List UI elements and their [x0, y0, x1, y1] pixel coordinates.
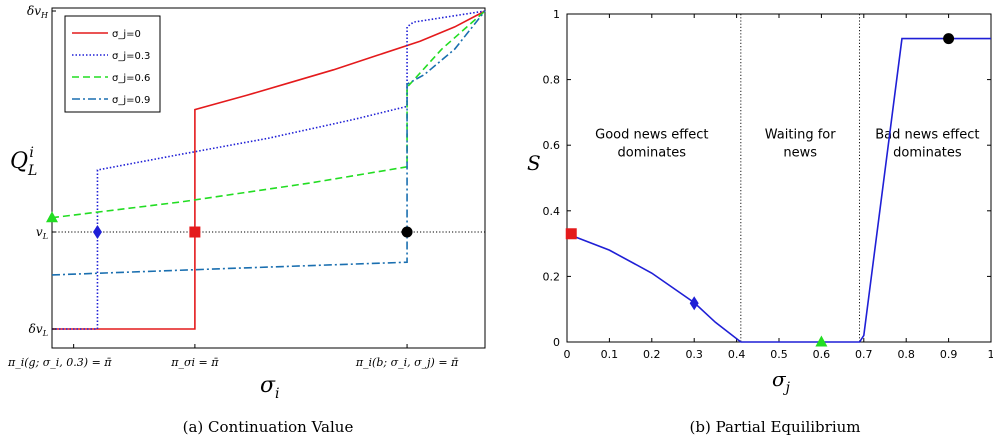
panel-a-line-series-3	[51, 10, 486, 276]
panel-a-line-series-0	[52, 10, 486, 330]
panel-b-series	[566, 37, 991, 343]
panel-b-x-tick-label: 0.1	[601, 348, 619, 361]
region-annotation: Waiting for news	[765, 128, 836, 161]
panel-b-x-tick-label: 0	[564, 348, 571, 361]
panel-b-line-series	[566, 37, 991, 343]
panel-b-ticks: 0 0.1 0.2 0.3 0.4 0.5 0.6 0.7 0.8 0.9 1 0 0.2 0.4 0.6 0…	[543, 8, 993, 361]
panel-a-y-axis-label: QLi	[10, 145, 37, 179]
panel-a-marker-square	[189, 226, 201, 238]
panel-b-y-tick-label: 0.6	[543, 139, 561, 152]
panel-b-marker-diamond	[689, 296, 699, 311]
legend-entry: σ_j=0.9	[112, 95, 150, 106]
panel-a-y-tick-label: δvL	[29, 322, 48, 338]
panel-a-plot-frame	[51, 7, 486, 349]
panel-b-partial-equilibrium: 0 0.1 0.2 0.3 0.4 0.5 0.6 0.7 0.8 0.9 1 0 0.2 0.4 0.6 0…	[527, 8, 993, 436]
legend-entry: σ_j=0.3	[112, 51, 150, 62]
panel-a-caption: (a) Continuation Value	[183, 418, 354, 436]
legend-entry: σ_j=0	[112, 29, 141, 40]
panel-b-y-tick-label: 0	[553, 336, 560, 349]
panel-b-y-axis-label: S	[527, 151, 541, 175]
panel-b-x-tick-label: 0.3	[685, 348, 703, 361]
panel-b-x-tick-label: 0.2	[643, 348, 661, 361]
panel-b-y-tick-label: 0.4	[543, 205, 561, 218]
panel-b-x-axis-label: σj	[772, 367, 791, 396]
panel-a-series	[51, 10, 486, 330]
panel-b-y-tick-label: 1	[553, 8, 560, 21]
panel-b-x-tick-label: 1	[988, 348, 993, 361]
panel-a-y-tick-labels: δvH vL δvL	[27, 4, 56, 338]
panel-b-region-dividers	[740, 14, 861, 342]
panel-b-y-tick-label: 0.8	[543, 74, 561, 87]
region-annotation: Good news effect dominates	[595, 128, 708, 161]
legend-entry: σ_j=0.6	[112, 73, 150, 84]
panel-a-x-tick-label: π_σi = π̄	[170, 356, 219, 369]
panel-a-marker-diamond	[92, 225, 102, 240]
legend-box	[64, 15, 161, 113]
region-annotation: Bad news effect dominates	[875, 128, 979, 161]
panel-a-marker-circle	[401, 226, 413, 238]
panel-b-x-tick-label: 0.4	[728, 348, 746, 361]
panel-b-plot-frame	[566, 13, 992, 343]
panel-a-marker-triangle	[46, 211, 58, 223]
panel-a-y-tick-label: δvH	[27, 4, 49, 20]
panel-a-x-tick-label: π_i(b; σ_i, σ_j) = π̄	[355, 356, 459, 369]
panel-b-marker-square	[565, 228, 577, 240]
panel-b-x-tick-label: 0.9	[940, 348, 958, 361]
panel-b-x-tick-label: 0.6	[813, 348, 831, 361]
panel-b-annotations: Good news effect dominates Waiting for news…	[595, 128, 979, 161]
panel-a-x-tick-labels: π_i(g; σ_i, 0.3) = π̄ π_σi = π̄ π_i(b; σ_i…	[7, 344, 459, 369]
panel-b-x-tick-label: 0.8	[897, 348, 915, 361]
panel-b-marker-triangle	[815, 335, 828, 347]
panel-b-x-tick-label: 0.5	[770, 348, 788, 361]
panel-a-x-tick-label: π_i(g; σ_i, 0.3) = π̄	[7, 356, 112, 369]
panel-a-x-axis-label: σi	[260, 373, 280, 402]
panel-b-caption: (b) Partial Equilibrium	[690, 418, 861, 436]
panel-a-y-tick-label: vL	[36, 225, 48, 241]
panel-b-x-tick-label: 0.7	[855, 348, 873, 361]
panel-a-legend: σ_j=0 σ_j=0.3 σ_j=0.6 σ_j=0.9	[64, 15, 161, 113]
panel-b-y-tick-label: 0.2	[543, 270, 561, 283]
panel-a-markers	[46, 211, 413, 240]
panel-b-markers	[565, 33, 955, 347]
panel-b-marker-circle	[943, 33, 955, 45]
